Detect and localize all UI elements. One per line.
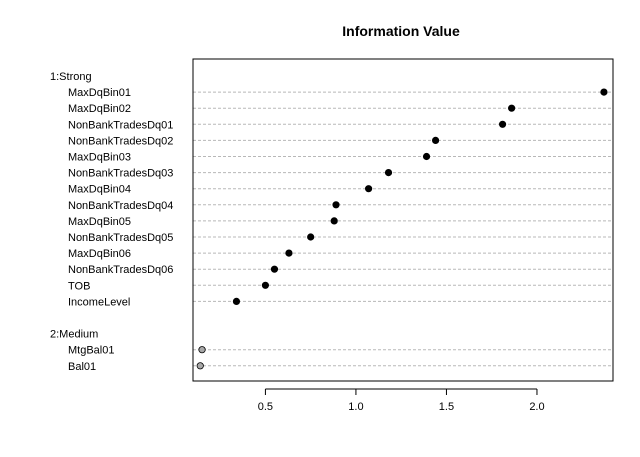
data-point: [384, 169, 393, 177]
data-point: [330, 217, 338, 225]
x-axis: 0.5 1.0 1.5 2.0: [258, 388, 545, 413]
data-point: [307, 233, 315, 241]
row-label: MaxDqBin03: [68, 152, 131, 164]
data-point: [332, 201, 340, 209]
data-point: [261, 281, 270, 289]
x-tick-label: 1.5: [439, 401, 454, 413]
group-label: 1:Strong: [50, 71, 92, 83]
data-point: [365, 185, 373, 193]
row-label: NonBankTradesDq01: [68, 119, 173, 131]
data-point: [232, 297, 241, 305]
data-point: [600, 88, 608, 96]
row-label: NonBankTradesDq06: [68, 264, 173, 276]
row-label: NonBankTradesDq03: [68, 168, 173, 180]
row-label: MaxDqBin01: [68, 87, 131, 99]
data-point: [431, 136, 440, 144]
row-label: MaxDqBin06: [68, 248, 131, 260]
data-point: [270, 265, 279, 273]
x-tick-label: 0.5: [258, 401, 273, 413]
x-tick-label: 1.0: [348, 401, 363, 413]
row-label: MtgBal01: [68, 345, 114, 357]
points: [196, 88, 608, 370]
row-label: NonBankTradesDq05: [68, 232, 173, 244]
chart-title: Information Value: [342, 23, 460, 39]
row-label: Bal01: [68, 361, 96, 373]
row-label: MaxDqBin02: [68, 103, 131, 115]
data-point: [422, 152, 431, 161]
row-label: MaxDqBin05: [68, 216, 131, 228]
group-label: 2:Medium: [50, 329, 98, 341]
plot-frame: [192, 58, 614, 382]
row-label: NonBankTradesDq04: [68, 200, 173, 212]
grid-lines: [193, 91, 613, 367]
data-point: [198, 346, 206, 354]
x-tick-label: 2.0: [529, 401, 544, 413]
data-point: [498, 120, 507, 128]
row-labels: 1:Strong MaxDqBin01 MaxDqBin02 NonBankTrade…: [50, 71, 173, 373]
data-point: [196, 362, 204, 370]
data-point: [508, 104, 516, 112]
row-label: MaxDqBin04: [68, 184, 131, 196]
row-label: IncomeLevel: [68, 296, 130, 308]
row-label: TOB: [68, 280, 90, 292]
data-point: [285, 249, 293, 257]
row-label: NonBankTradesDq02: [68, 135, 173, 147]
